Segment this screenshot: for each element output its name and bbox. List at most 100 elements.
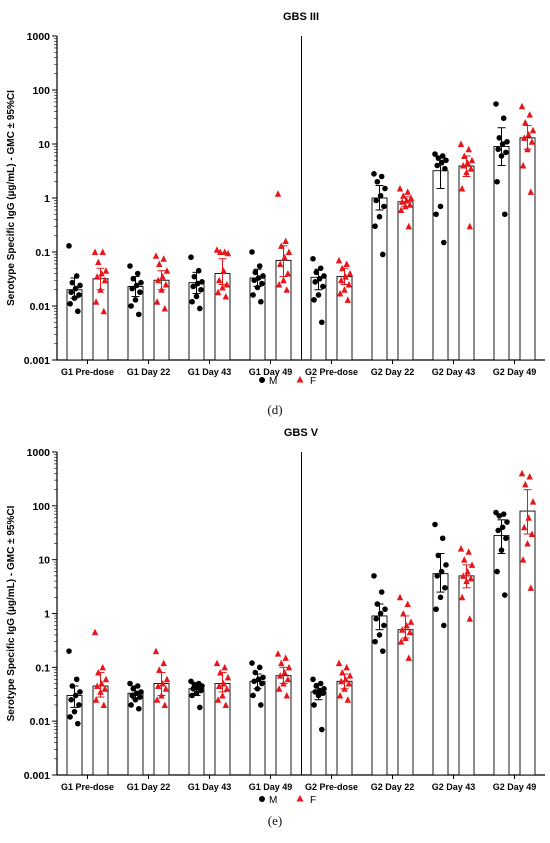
panel2-point-m [67, 714, 73, 720]
panel1-x-tick-label: G2 Day 43 [432, 367, 476, 377]
panel1-point-f [213, 246, 221, 253]
panel1-point-f [94, 273, 101, 280]
panel1-point-m [189, 298, 195, 305]
panel1-point-m [372, 223, 378, 230]
panel1-point-f [95, 258, 102, 266]
panel2-point-m [72, 692, 79, 699]
panel1-legend-marker-m [259, 377, 265, 383]
panel1-point-m [259, 280, 265, 287]
panel2-x-tick-label: G1 Pre-dose [61, 782, 114, 792]
panel2-y-tick-label: 0.1 [35, 662, 50, 674]
panel1-x-tick-label: G1 Day 43 [188, 367, 232, 377]
panel2-point-f [468, 561, 476, 568]
panel1-point-f [405, 222, 412, 230]
panel1-point-m [493, 101, 499, 107]
panel1-point-m [199, 279, 205, 285]
panel1-point-f [519, 161, 527, 169]
panel2-point-m [378, 589, 385, 595]
panel2-point-f [396, 593, 404, 601]
panel2-x-tick-label: G2 Day 22 [371, 782, 415, 792]
panel1-point-m [310, 255, 316, 262]
panel1-point-m [256, 263, 263, 269]
panel2-point-m [77, 689, 83, 695]
panel1-point-f [153, 298, 161, 305]
panel1-point-m [441, 239, 447, 246]
panel2-point-f [282, 654, 289, 661]
panel2-point-f [216, 682, 223, 690]
panel2-point-f [102, 675, 110, 683]
panel1-point-f [518, 102, 526, 110]
panel1-point-f [280, 276, 287, 284]
panel1-point-f [160, 255, 167, 262]
panel2-point-m [382, 606, 388, 613]
panel2-point-m [198, 687, 204, 694]
panel2-point-f [404, 600, 411, 608]
panel2-point-m [312, 689, 319, 695]
panel2-point-f [219, 691, 226, 699]
panel1-point-f [335, 256, 343, 264]
panel1-point-m [313, 269, 320, 276]
panel2-legend-marker-m [259, 796, 265, 802]
panel2-legend-label-f: F [310, 795, 316, 806]
panel1-x-tick-label: G1 Pre-dose [61, 367, 114, 377]
panel2-point-f [521, 523, 528, 531]
panel2-point-m [197, 704, 203, 711]
panel2-point-m [434, 573, 441, 579]
panel2-point-f [460, 572, 467, 579]
panel2-point-f [221, 663, 228, 671]
panel1-point-m [433, 211, 439, 218]
panel1-point-m [198, 286, 204, 293]
panel2-point-f [466, 615, 473, 622]
panel2-point-f [278, 659, 285, 667]
panel1-point-f [91, 248, 99, 255]
panel1-point-m [77, 282, 83, 289]
panel1-point-m [260, 273, 266, 279]
panel2-point-m [256, 664, 263, 671]
panel1-point-m [312, 279, 319, 285]
panel1-point-f [465, 145, 472, 153]
panel2-point-f [161, 701, 168, 708]
panel1-y-tick-label: 1 [44, 193, 50, 205]
panel2-point-m [433, 606, 439, 613]
panel1-chart-title: GBS III [283, 11, 319, 23]
panel2-point-m [495, 527, 502, 534]
panel2-y-tick-label: 10 [38, 555, 50, 567]
panel2-point-f [406, 628, 414, 636]
panel2-point-f [285, 663, 293, 671]
panel1-x-tick-label: G1 Day 22 [127, 367, 171, 377]
panel2-point-m [371, 573, 377, 579]
panel2-y-tick-label: 1 [44, 609, 50, 621]
panel1-point-m [437, 203, 444, 210]
panel1-point-f [522, 119, 529, 126]
panel1-bar-m [371, 197, 388, 361]
panel1-y-tick-label: 10 [38, 139, 50, 151]
panel1-point-f [458, 184, 466, 192]
panel2-point-m [136, 705, 142, 712]
panel1-point-f [155, 276, 162, 284]
panel2-point-m [251, 678, 257, 685]
panel1-point-f [224, 249, 232, 257]
panel1-y-axis-label: Serotype Specific IgG (µg/mL) - GMC ± 95… [6, 90, 17, 306]
panel1-point-m [188, 254, 194, 261]
panel1-point-f [457, 140, 465, 147]
panel1-point-m [495, 146, 502, 153]
panel1-point-f [396, 184, 404, 192]
panel2-point-f [519, 556, 527, 563]
panel1-point-m [504, 138, 510, 145]
panel2-point-f [336, 691, 344, 699]
panel1-point-f [526, 111, 533, 118]
panel1-legend-label-f: F [310, 376, 316, 387]
panel2-point-m [321, 685, 327, 692]
panel1-point-f [343, 260, 350, 267]
panel2-point-f [524, 539, 531, 547]
panel2-y-tick-label: 0.01 [30, 716, 51, 728]
panel2-point-f [464, 568, 471, 575]
panel2-point-f [162, 685, 170, 692]
panel1-point-m [68, 289, 74, 296]
panel2-bar-f [458, 575, 475, 776]
panel1-point-f [277, 260, 284, 267]
panel1-point-m [376, 213, 383, 220]
panel2-point-f [407, 618, 415, 625]
panel1-point-m [75, 308, 81, 315]
